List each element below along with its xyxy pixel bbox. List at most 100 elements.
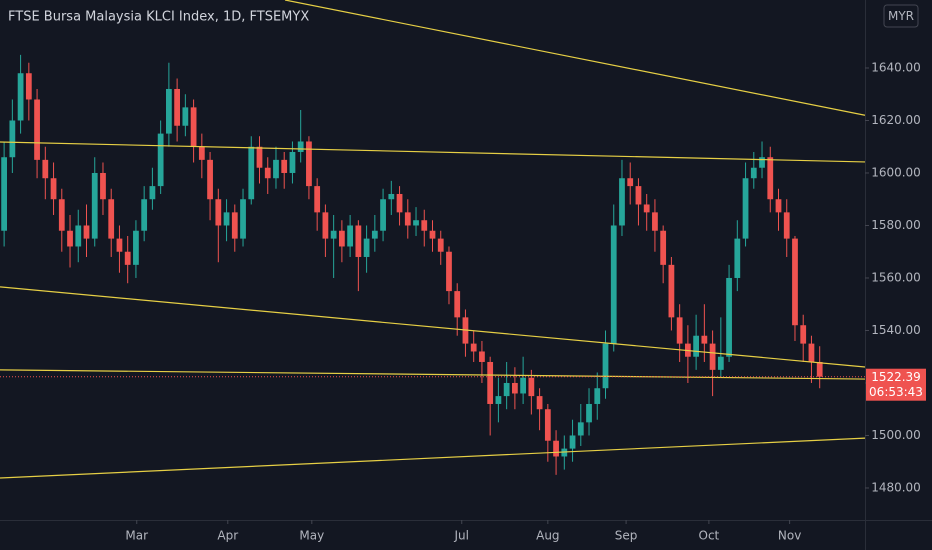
y-tick-label: 1600.00 bbox=[871, 165, 921, 179]
candle-body bbox=[289, 151, 296, 173]
y-tick-label: 1500.00 bbox=[871, 428, 921, 442]
trend-line bbox=[0, 141, 866, 163]
candle-body bbox=[25, 73, 32, 100]
candle-body bbox=[429, 230, 436, 239]
y-tick-label: 1540.00 bbox=[871, 323, 921, 337]
candle-body bbox=[1, 157, 8, 231]
candle-body bbox=[610, 225, 617, 344]
candle-body bbox=[668, 264, 675, 318]
candle-body bbox=[141, 199, 148, 231]
candle-body bbox=[643, 204, 650, 213]
candle-body bbox=[800, 325, 807, 344]
y-tick-label: 1480.00 bbox=[871, 480, 921, 494]
candle-body bbox=[495, 396, 502, 404]
candle-body bbox=[264, 167, 271, 179]
x-tick-label: Sep bbox=[615, 529, 638, 543]
candle-body bbox=[693, 335, 700, 357]
candle-body bbox=[709, 343, 716, 370]
x-tick-label: Apr bbox=[217, 529, 238, 543]
candle-body bbox=[198, 146, 205, 160]
candle-body bbox=[520, 377, 527, 394]
last-price-label: 1522.39 bbox=[871, 370, 921, 384]
candle-body bbox=[165, 88, 172, 134]
candle-body bbox=[17, 73, 24, 121]
candle-body bbox=[808, 343, 815, 362]
candle-body bbox=[454, 291, 461, 318]
candle-body bbox=[9, 120, 16, 158]
candle-body bbox=[281, 159, 288, 173]
candle-body bbox=[207, 159, 213, 200]
candle-body bbox=[528, 377, 535, 397]
candle-body bbox=[124, 251, 131, 265]
x-tick-label: Aug bbox=[536, 529, 559, 543]
currency-label[interactable]: MYR bbox=[888, 9, 914, 23]
candle-body bbox=[816, 361, 823, 377]
candle-body bbox=[58, 199, 65, 231]
candle-body bbox=[717, 356, 724, 370]
candle-body bbox=[487, 361, 494, 404]
candle-body bbox=[553, 440, 559, 457]
candle-body bbox=[437, 238, 444, 252]
candle-body bbox=[380, 199, 386, 231]
candle-body bbox=[338, 230, 345, 247]
candle-body bbox=[388, 193, 395, 200]
candle-body bbox=[586, 403, 592, 423]
candle-body bbox=[396, 193, 403, 213]
candle-body bbox=[322, 212, 329, 239]
candle-body bbox=[569, 435, 576, 449]
last-price-tag bbox=[866, 368, 926, 401]
candle-body bbox=[783, 212, 790, 239]
candle-body bbox=[215, 199, 222, 226]
candle-body bbox=[223, 212, 230, 226]
candle-body bbox=[775, 199, 782, 213]
y-tick-label: 1580.00 bbox=[871, 218, 921, 232]
candle-body bbox=[330, 230, 337, 239]
candle-body bbox=[619, 178, 625, 226]
candle-body bbox=[240, 199, 246, 239]
candle-body bbox=[503, 382, 510, 397]
candle-body bbox=[174, 88, 181, 126]
candle-body bbox=[511, 382, 518, 394]
candle-body bbox=[100, 172, 106, 200]
candle-body bbox=[273, 159, 279, 179]
candle-body bbox=[190, 107, 197, 147]
candle-body bbox=[355, 225, 362, 257]
candle-body bbox=[306, 141, 312, 187]
candle-body bbox=[544, 409, 551, 441]
x-tick-label: May bbox=[299, 529, 324, 543]
candle-body bbox=[536, 396, 543, 410]
candle-body bbox=[363, 238, 370, 257]
candle-body bbox=[108, 199, 115, 239]
plot-area bbox=[0, 0, 866, 479]
candle-body bbox=[314, 186, 321, 213]
candle-body bbox=[792, 238, 798, 326]
candle-body bbox=[627, 178, 634, 187]
candle-body bbox=[660, 230, 667, 265]
candle-body bbox=[759, 157, 765, 168]
trend-line bbox=[0, 437, 866, 479]
candle-body bbox=[652, 212, 658, 231]
trend-line bbox=[284, 0, 866, 116]
candle-body bbox=[421, 220, 428, 231]
candle-body bbox=[42, 159, 49, 179]
candle-body bbox=[676, 317, 683, 344]
y-tick-label: 1640.00 bbox=[871, 60, 921, 74]
candle-body bbox=[413, 220, 419, 226]
candle-body bbox=[734, 238, 741, 278]
candle-body bbox=[116, 238, 123, 252]
candle-body bbox=[726, 277, 732, 357]
chart-title: FTSE Bursa Malaysia KLCI Index, 1D, FTSE… bbox=[8, 10, 309, 25]
candle-body bbox=[635, 186, 642, 205]
candle-body bbox=[34, 99, 40, 160]
x-tick-label: Nov bbox=[778, 529, 801, 543]
candle-body bbox=[577, 422, 584, 436]
x-tick-label: Jul bbox=[454, 529, 469, 543]
candle-body bbox=[479, 351, 485, 362]
candle-body bbox=[256, 146, 263, 168]
candle-body bbox=[133, 230, 139, 265]
currency-box[interactable] bbox=[883, 4, 919, 28]
y-tick-label: 1620.00 bbox=[871, 113, 921, 127]
candle-body bbox=[371, 230, 378, 239]
